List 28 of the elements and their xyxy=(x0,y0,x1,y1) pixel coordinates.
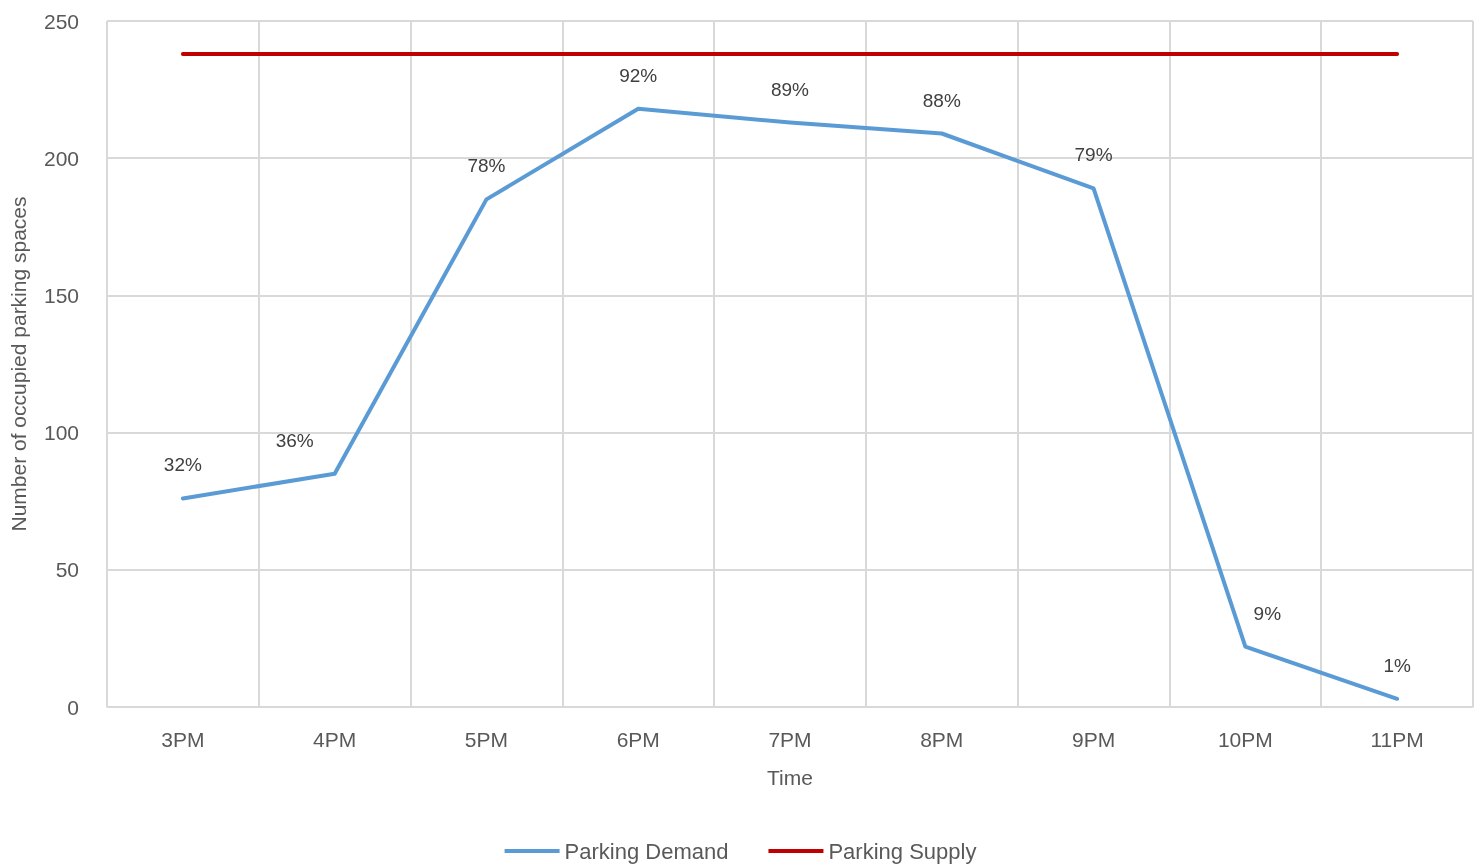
y-tick-label: 200 xyxy=(43,146,79,170)
annotation: 9% xyxy=(1253,602,1282,624)
annotation: 36% xyxy=(275,429,314,451)
x-tick-label: 9PM xyxy=(1071,728,1116,751)
y-tick-label: 0 xyxy=(67,695,79,719)
x-tick-label: 8PM xyxy=(920,728,964,751)
annotation: 78% xyxy=(467,155,506,177)
y-tick-label: 150 xyxy=(43,283,79,307)
y-axis-title: Number of occupied parking spaces xyxy=(7,196,30,532)
annotation: 79% xyxy=(1074,144,1113,166)
x-tick-label: 11PM xyxy=(1370,728,1424,751)
x-tick-label: 10PM xyxy=(1217,728,1273,751)
legend-label: Parking Demand xyxy=(564,838,729,864)
annotation: 1% xyxy=(1383,654,1411,676)
annotation: 88% xyxy=(922,89,961,111)
y-tick-label: 250 xyxy=(43,9,79,33)
x-tick-label: 6PM xyxy=(616,728,660,751)
legend-label: Parking Supply xyxy=(828,838,977,864)
annotation: 92% xyxy=(619,64,658,86)
x-tick-label: 3PM xyxy=(161,728,205,751)
y-tick-label: 50 xyxy=(55,558,79,582)
x-tick-label: 5PM xyxy=(464,728,509,751)
annotation: 89% xyxy=(770,78,810,100)
x-tick-label: 7PM xyxy=(768,728,812,751)
x-axis-title: Time xyxy=(767,766,813,789)
annotation: 32% xyxy=(163,454,203,476)
x-tick-label: 4PM xyxy=(313,728,357,751)
y-tick-label: 100 xyxy=(43,421,79,445)
